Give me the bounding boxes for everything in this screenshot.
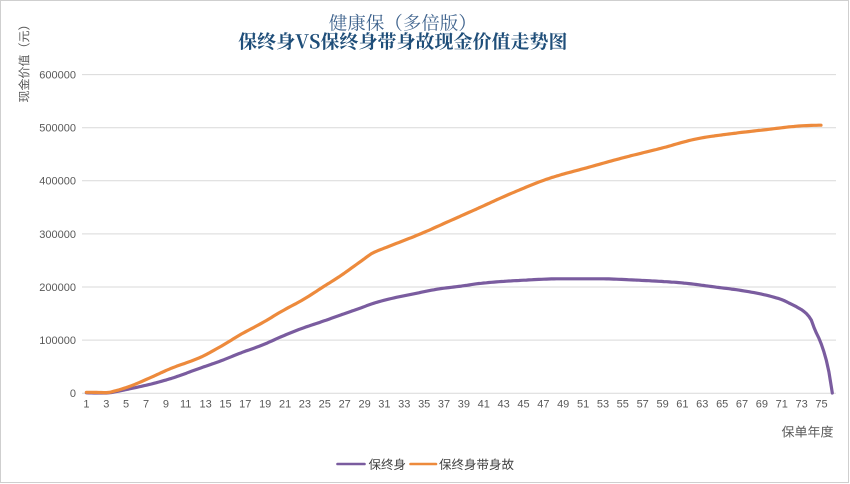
- svg-text:41: 41: [478, 399, 490, 411]
- svg-text:57: 57: [637, 399, 649, 411]
- svg-text:51: 51: [577, 399, 589, 411]
- svg-text:19: 19: [259, 399, 271, 411]
- svg-text:500000: 500000: [39, 123, 76, 135]
- svg-text:63: 63: [696, 399, 708, 411]
- svg-text:33: 33: [398, 399, 410, 411]
- svg-text:61: 61: [676, 399, 688, 411]
- svg-text:75: 75: [815, 399, 827, 411]
- svg-text:37: 37: [438, 399, 450, 411]
- svg-text:53: 53: [597, 399, 609, 411]
- svg-text:25: 25: [319, 399, 331, 411]
- svg-text:73: 73: [795, 399, 807, 411]
- svg-text:55: 55: [617, 399, 629, 411]
- svg-text:39: 39: [458, 399, 470, 411]
- svg-text:29: 29: [358, 399, 370, 411]
- svg-text:17: 17: [239, 399, 251, 411]
- svg-text:13: 13: [199, 399, 211, 411]
- svg-text:100000: 100000: [39, 335, 76, 347]
- svg-text:300000: 300000: [39, 229, 76, 241]
- svg-text:69: 69: [756, 399, 768, 411]
- svg-text:49: 49: [557, 399, 569, 411]
- svg-text:47: 47: [537, 399, 549, 411]
- svg-text:67: 67: [736, 399, 748, 411]
- svg-text:31: 31: [378, 399, 390, 411]
- svg-text:1: 1: [83, 399, 89, 411]
- svg-text:71: 71: [776, 399, 788, 411]
- svg-text:3: 3: [103, 399, 109, 411]
- svg-text:43: 43: [497, 399, 509, 411]
- svg-text:45: 45: [517, 399, 529, 411]
- svg-text:5: 5: [123, 399, 129, 411]
- svg-text:400000: 400000: [39, 176, 76, 188]
- svg-text:21: 21: [279, 399, 291, 411]
- svg-text:27: 27: [339, 399, 351, 411]
- svg-text:35: 35: [418, 399, 430, 411]
- svg-text:15: 15: [219, 399, 231, 411]
- svg-text:0: 0: [70, 388, 76, 400]
- svg-text:11: 11: [180, 399, 191, 411]
- svg-text:9: 9: [163, 399, 169, 411]
- svg-text:600000: 600000: [39, 70, 76, 82]
- svg-text:59: 59: [656, 399, 668, 411]
- svg-text:200000: 200000: [39, 282, 76, 294]
- svg-text:23: 23: [299, 399, 311, 411]
- svg-text:65: 65: [716, 399, 728, 411]
- svg-text:7: 7: [143, 399, 149, 411]
